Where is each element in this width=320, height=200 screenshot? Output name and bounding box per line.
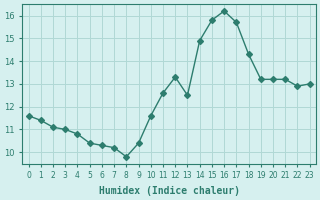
- X-axis label: Humidex (Indice chaleur): Humidex (Indice chaleur): [99, 186, 240, 196]
